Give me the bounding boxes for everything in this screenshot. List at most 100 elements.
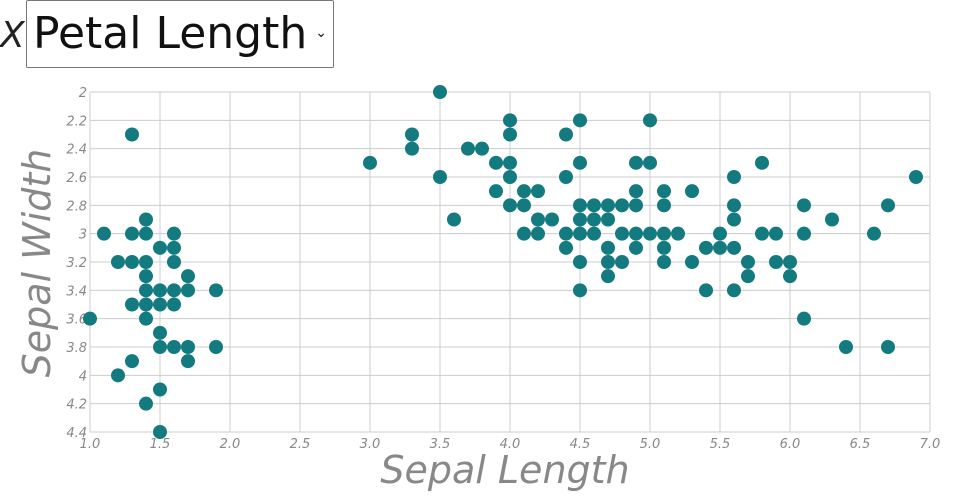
data-point [167,240,181,255]
x-tick-label: 3.5 [430,437,451,452]
data-point [587,212,601,227]
data-point [97,226,111,241]
data-point [629,240,643,255]
y-tick-label: 2 [79,86,87,101]
data-point [783,269,797,284]
data-point [125,226,139,241]
data-point [797,226,811,241]
data-point [573,155,587,170]
data-point [517,184,531,199]
data-point [629,198,643,213]
data-point [797,198,811,213]
y-tick-label: 2.6 [66,171,87,186]
data-point [839,340,853,354]
data-point [153,425,167,439]
data-point [727,283,741,298]
data-point [769,226,783,241]
data-point [167,283,181,298]
x-tick-label: 5.0 [640,437,661,452]
chevron-down-icon: ⌄ [315,25,327,41]
x-tick-label: 6.0 [780,437,801,452]
data-point [573,226,587,241]
data-point [139,212,153,227]
data-point [433,85,447,99]
data-point [111,368,125,383]
data-point [559,127,573,142]
data-point [153,283,167,298]
data-point [685,184,699,199]
y-tick-label: 3.6 [66,313,87,328]
data-point [139,396,153,411]
data-point [167,297,181,312]
data-point [503,127,517,142]
data-point [475,141,489,156]
x-tick-label: 2.0 [220,437,241,452]
data-point [825,212,839,227]
data-point [167,340,181,354]
data-point [713,240,727,255]
data-point [881,340,895,354]
x-tick-label: 5.5 [710,437,731,452]
data-point [727,170,741,184]
data-point [755,226,769,241]
data-point [125,255,139,269]
data-point [531,226,545,241]
data-point [139,297,153,312]
data-point [769,255,783,269]
data-point [559,170,573,184]
data-point [573,198,587,213]
data-point [909,170,923,184]
data-point [125,297,139,312]
data-point [489,184,503,199]
x-axis-select-value: Petal Length [33,8,308,59]
data-point [181,283,195,298]
data-point [545,212,559,227]
data-point [531,212,545,227]
data-point [139,269,153,284]
data-point [629,155,643,170]
x-tick-label: 4.5 [570,437,591,452]
data-point [405,127,419,142]
x-tick-label: 1.0 [80,437,101,452]
data-point [167,255,181,269]
data-point [125,127,139,142]
data-point [531,184,545,199]
data-point [461,141,475,156]
data-point [867,226,881,241]
data-point [587,226,601,241]
data-point [629,184,643,199]
data-point [587,198,601,213]
x-tick-label: 7.0 [920,437,941,452]
data-point [139,255,153,269]
x-axis-selector-label: X [0,15,25,56]
data-point [503,170,517,184]
data-point [489,155,503,170]
x-tick-label: 2.5 [290,437,311,452]
data-point [209,283,223,298]
data-point [153,340,167,354]
data-point [881,198,895,213]
x-axis-title: Sepal Length [380,448,629,492]
data-point [629,226,643,241]
y-tick-label: 3.2 [66,256,87,271]
y-tick-label: 4.4 [66,426,87,441]
y-tick-label: 3.4 [66,284,87,299]
data-point [657,184,671,199]
data-point [727,212,741,227]
y-tick-label: 4.2 [66,398,87,413]
data-point [573,212,587,227]
data-point [615,198,629,213]
data-point [601,240,615,255]
data-point [755,155,769,170]
data-point [573,113,587,128]
data-point [139,283,153,298]
data-point [699,240,713,255]
data-point [601,255,615,269]
data-point [503,113,517,128]
data-point [657,255,671,269]
data-point [643,113,657,128]
x-tick-label: 6.5 [850,437,871,452]
data-point [181,340,195,354]
data-point [517,198,531,213]
x-axis-select[interactable]: Petal Length ⌄ [26,0,334,68]
